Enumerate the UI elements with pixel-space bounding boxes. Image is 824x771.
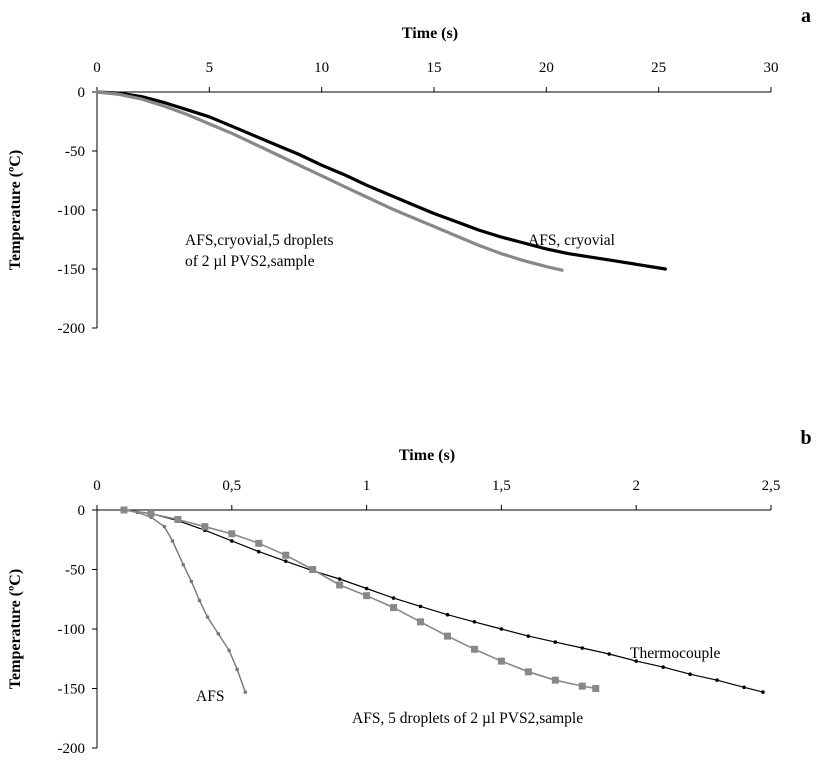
x-tick-label: 1,5: [492, 478, 511, 494]
series-point: [417, 618, 425, 626]
series-point: [197, 598, 202, 603]
series-point: [634, 659, 638, 663]
series-point: [363, 592, 371, 600]
series-point: [309, 566, 317, 573]
series-annotation: AFS,cryovial,5 droplets: [185, 232, 334, 249]
series-line-0: [95, 90, 668, 271]
series-point: [580, 646, 585, 650]
series-point: [336, 581, 344, 589]
series-point: [216, 631, 221, 636]
series-point: [162, 524, 167, 529]
series-point: [551, 676, 559, 684]
y-tick-label: -50: [65, 563, 85, 579]
y-tick-label: -100: [58, 203, 86, 219]
x-tick-label: 25: [651, 60, 666, 76]
series-point: [364, 586, 369, 591]
series-point: [443, 632, 451, 640]
series-point: [391, 596, 396, 600]
x-tick-label: 5: [206, 60, 214, 76]
series-line-1: [95, 90, 564, 272]
series-point: [201, 523, 209, 531]
series-annotation: of 2 µl PVS2,sample: [185, 253, 315, 270]
y-tick-label: -50: [65, 144, 85, 160]
y-tick-label: -200: [58, 321, 86, 337]
x-tick-label: 30: [764, 60, 779, 76]
series-point: [174, 516, 182, 524]
series-point: [243, 690, 248, 694]
panel-label: a: [801, 5, 811, 27]
y-tick-label: -150: [58, 262, 86, 278]
y-axis-title: Temperature (ºC): [7, 150, 24, 270]
x-axis-title: Time (s): [402, 25, 458, 42]
series-annotation: AFS, cryovial: [528, 232, 615, 249]
series-point: [553, 640, 558, 644]
series-point: [472, 620, 477, 624]
panel-a: 0 5 10 15 20 25 30 0 -50 -100 -150 -200 Time (s) Temp…: [7, 5, 811, 337]
series-point: [445, 612, 450, 617]
y-tick-label: 0: [78, 85, 86, 101]
series-line-0: [123, 509, 247, 693]
y-tick-label: -200: [58, 741, 86, 757]
x-tick-label: 20: [539, 60, 554, 76]
series-point: [418, 604, 423, 609]
x-tick-label: 15: [427, 60, 442, 76]
series-point: [228, 530, 236, 538]
y-tick-label: 0: [78, 503, 86, 519]
series-point: [189, 579, 194, 584]
panel-b: 0 0,5 1 1,5 2 2,5 0 -50 -100 -150 -200 Time (s) Temp…: [7, 427, 812, 757]
series-point: [742, 685, 746, 690]
x-tick-label: 0: [93, 478, 101, 494]
series-point: [170, 539, 175, 543]
series-point: [661, 665, 665, 669]
series-line-2: [123, 509, 597, 690]
series-annotation: Thermocouple: [630, 645, 721, 662]
series-point: [524, 668, 532, 676]
series-point: [230, 539, 234, 543]
x-tick-label: 10: [314, 60, 329, 76]
series-point: [181, 562, 186, 567]
series-point: [761, 690, 765, 694]
x-tick-label: 1: [363, 478, 371, 494]
y-tick-label: -100: [58, 622, 86, 638]
series-annotation: AFS: [196, 688, 224, 705]
series-point: [497, 657, 505, 665]
series-point: [147, 510, 155, 518]
series-point: [235, 667, 239, 672]
series-point: [688, 672, 692, 677]
series-line-1: [123, 509, 764, 693]
series-point: [256, 549, 261, 554]
y-tick-label: -150: [58, 682, 86, 698]
series-point: [390, 604, 398, 612]
series-point: [578, 682, 586, 690]
series-point: [205, 615, 210, 619]
series-point: [120, 506, 128, 514]
series-point: [282, 551, 290, 559]
series-point: [337, 577, 342, 581]
x-tick-label: 0: [93, 60, 101, 76]
series-point: [607, 652, 612, 656]
x-tick-label: 2: [632, 478, 640, 494]
series-point: [715, 678, 719, 682]
series-point: [255, 539, 263, 547]
series-point: [499, 627, 504, 631]
x-axis-title: Time (s): [399, 447, 455, 464]
x-tick-label: 0,5: [222, 478, 241, 494]
panel-label: b: [800, 427, 811, 449]
series-point: [592, 685, 600, 692]
x-tick-label: 2,5: [762, 478, 781, 494]
series-point: [526, 634, 531, 638]
series-point: [227, 648, 231, 653]
series-point: [470, 645, 478, 653]
y-axis-title: Temperature (ºC): [7, 569, 24, 689]
series-annotation: AFS, 5 droplets of 2 µl PVS2,sample: [352, 710, 583, 727]
series-point: [283, 559, 288, 563]
